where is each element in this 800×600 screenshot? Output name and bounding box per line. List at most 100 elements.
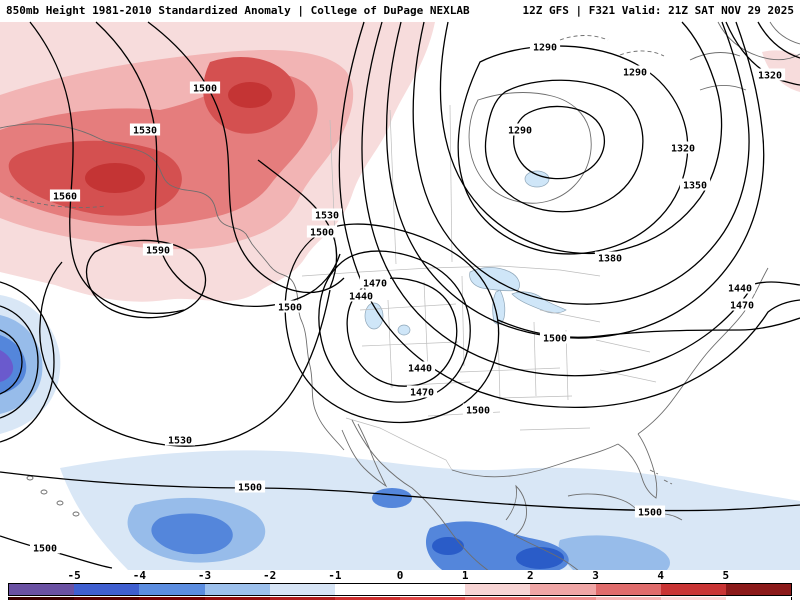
contour-label-box (594, 251, 626, 264)
colorbar-secondary-segment (400, 597, 466, 600)
colorbar-secondary-segment (269, 597, 335, 600)
contour-label-box (345, 289, 377, 302)
colorbar-tick-label: 3 (592, 569, 599, 582)
contour-label: 1500 (238, 483, 262, 494)
contour-label-box (306, 225, 338, 238)
contour-label: 1500 (310, 228, 334, 239)
colorbar-segment (725, 584, 792, 595)
contour-label: 1350 (683, 181, 707, 192)
colorbar-segment (9, 584, 75, 595)
contour-label: 1470 (730, 301, 754, 312)
colorbar-segment (530, 584, 596, 595)
contour-label: 1500 (33, 544, 57, 555)
contour-label-box (129, 123, 161, 136)
colorbar-segment (465, 584, 531, 595)
contour-label-box (462, 403, 494, 416)
contour-label: 1590 (146, 246, 170, 257)
colorbar-segment (334, 584, 401, 595)
contour-label-box (619, 65, 651, 78)
contour-label: 1440 (728, 284, 752, 295)
model-valid-time: 12Z GFS | F321 Valid: 21Z SAT NOV 29 202… (522, 4, 794, 17)
colorbar-secondary-segment (204, 597, 270, 600)
contour-label: 1530 (168, 436, 192, 447)
contour-label: 1380 (598, 254, 622, 265)
contour-label: 1560 (53, 192, 77, 203)
colorbar-tick-labels: -5 -4 -3 -2 -1 0 1 2 3 4 5 (0, 570, 800, 582)
contour-label-box (311, 208, 343, 221)
contour-label-box (164, 433, 196, 446)
contour-label: 1530 (315, 211, 339, 222)
contour-label-box (189, 81, 221, 94)
colorbar-segment (204, 584, 270, 595)
contour-label: 1500 (638, 508, 662, 519)
contour-label-box (234, 480, 266, 493)
colorbar-tick-label: 4 (657, 569, 664, 582)
contour-label: 1470 (410, 388, 434, 399)
colorbar-secondary-segment (530, 597, 596, 600)
colorbar-secondary-segment (465, 597, 531, 600)
colorbar (8, 583, 792, 596)
colorbar-segment (139, 584, 205, 595)
contour-label: 1500 (543, 334, 567, 345)
colorbar-secondary-segment (74, 597, 140, 600)
contour-label: 1290 (533, 43, 557, 54)
contour-label-box (274, 300, 306, 313)
title-bar: 850mb Height 1981-2010 Standardized Anom… (0, 0, 800, 21)
colorbar-tick-label: -2 (263, 569, 277, 582)
colorbar-tick-label: 2 (527, 569, 534, 582)
contour-label-box (667, 141, 699, 154)
colorbar-segment (400, 584, 466, 595)
colorbar-segment (74, 584, 140, 595)
contour-label-box (406, 385, 438, 398)
contour-label-box (49, 189, 81, 202)
colorbar-secondary-segment (334, 597, 401, 600)
colorbar-tick-label: -5 (67, 569, 81, 582)
contour-labels-layer: 1500 1530 1560 1590 1530 1500 1470 1440 1500 1440… (29, 40, 786, 555)
contour-label-box (359, 276, 391, 289)
colorbar-secondary-segment (595, 597, 661, 600)
colorbar-segment (595, 584, 661, 595)
contour-label: 1500 (278, 303, 302, 314)
contour-label-box (504, 123, 536, 136)
colorbar-tick-label: 5 (722, 569, 730, 582)
contour-label: 1440 (349, 292, 373, 303)
contour-label-box (679, 178, 711, 191)
colorbar-secondary-segment (9, 597, 75, 600)
page-title: 850mb Height 1981-2010 Standardized Anom… (6, 4, 470, 17)
contour-label: 1290 (623, 68, 647, 79)
contour-label-box (529, 40, 561, 53)
contour-lines-layer (0, 21, 800, 569)
contour-label-box (726, 298, 758, 311)
contour-label: 1530 (133, 126, 157, 137)
lakes-layer (364, 170, 567, 336)
state-borders-layer (301, 104, 657, 471)
colorbar-tick-label: 0 (396, 569, 404, 582)
contour-label-box (404, 361, 436, 374)
colorbar-legend: -5 -4 -3 -2 -1 0 1 2 3 4 5 (0, 570, 800, 600)
contour-label: 1500 (466, 406, 490, 417)
anomaly-shading-layer (0, 22, 800, 572)
contour-label: 1500 (193, 84, 217, 95)
contour-label: 1470 (363, 279, 387, 290)
contour-label-box (724, 281, 756, 294)
colorbar-segment (269, 584, 335, 595)
contour-label: 1320 (671, 144, 695, 155)
colorbar-segment (660, 584, 726, 595)
colorbar-tick-label: 1 (461, 569, 469, 582)
colorbar-tick-label: -1 (328, 569, 342, 582)
colorbar-secondary-segment (660, 597, 726, 600)
colorbar-secondary-segment (139, 597, 205, 600)
contour-label-box (634, 505, 666, 518)
colorbar-tick-label: -3 (197, 569, 212, 582)
contour-label-box (142, 243, 174, 256)
contour-label-box (29, 541, 61, 554)
contour-label-box (539, 331, 571, 344)
contour-label: 1320 (758, 71, 782, 82)
colorbar-tick-label: -4 (132, 569, 146, 582)
contour-label-box (754, 68, 786, 81)
colorbar-secondary-segment (725, 597, 792, 600)
colorbar-secondary-partial (8, 597, 792, 600)
contour-label: 1290 (508, 126, 532, 137)
